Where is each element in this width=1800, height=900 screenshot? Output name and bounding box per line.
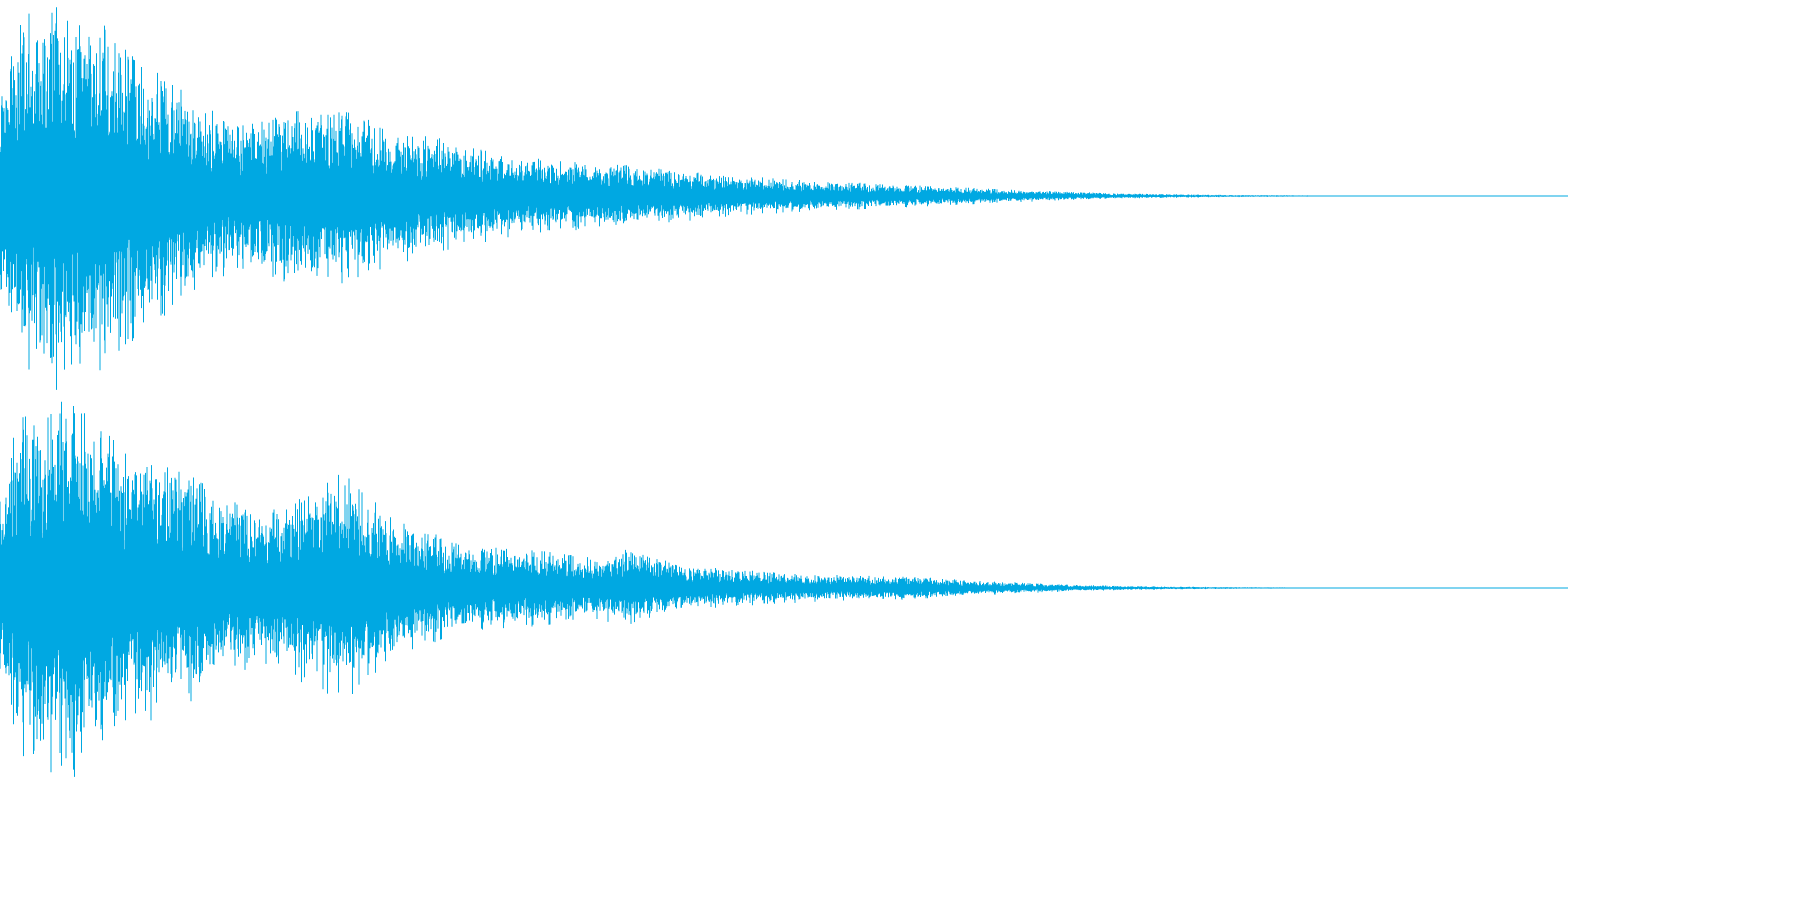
right-channel-waveform bbox=[0, 401, 1568, 777]
right-channel-core bbox=[0, 510, 1325, 666]
left-channel-core bbox=[0, 120, 1360, 272]
waveform-view bbox=[0, 7, 1568, 777]
left-channel-waveform bbox=[0, 7, 1568, 390]
waveform-display bbox=[0, 7, 1568, 777]
